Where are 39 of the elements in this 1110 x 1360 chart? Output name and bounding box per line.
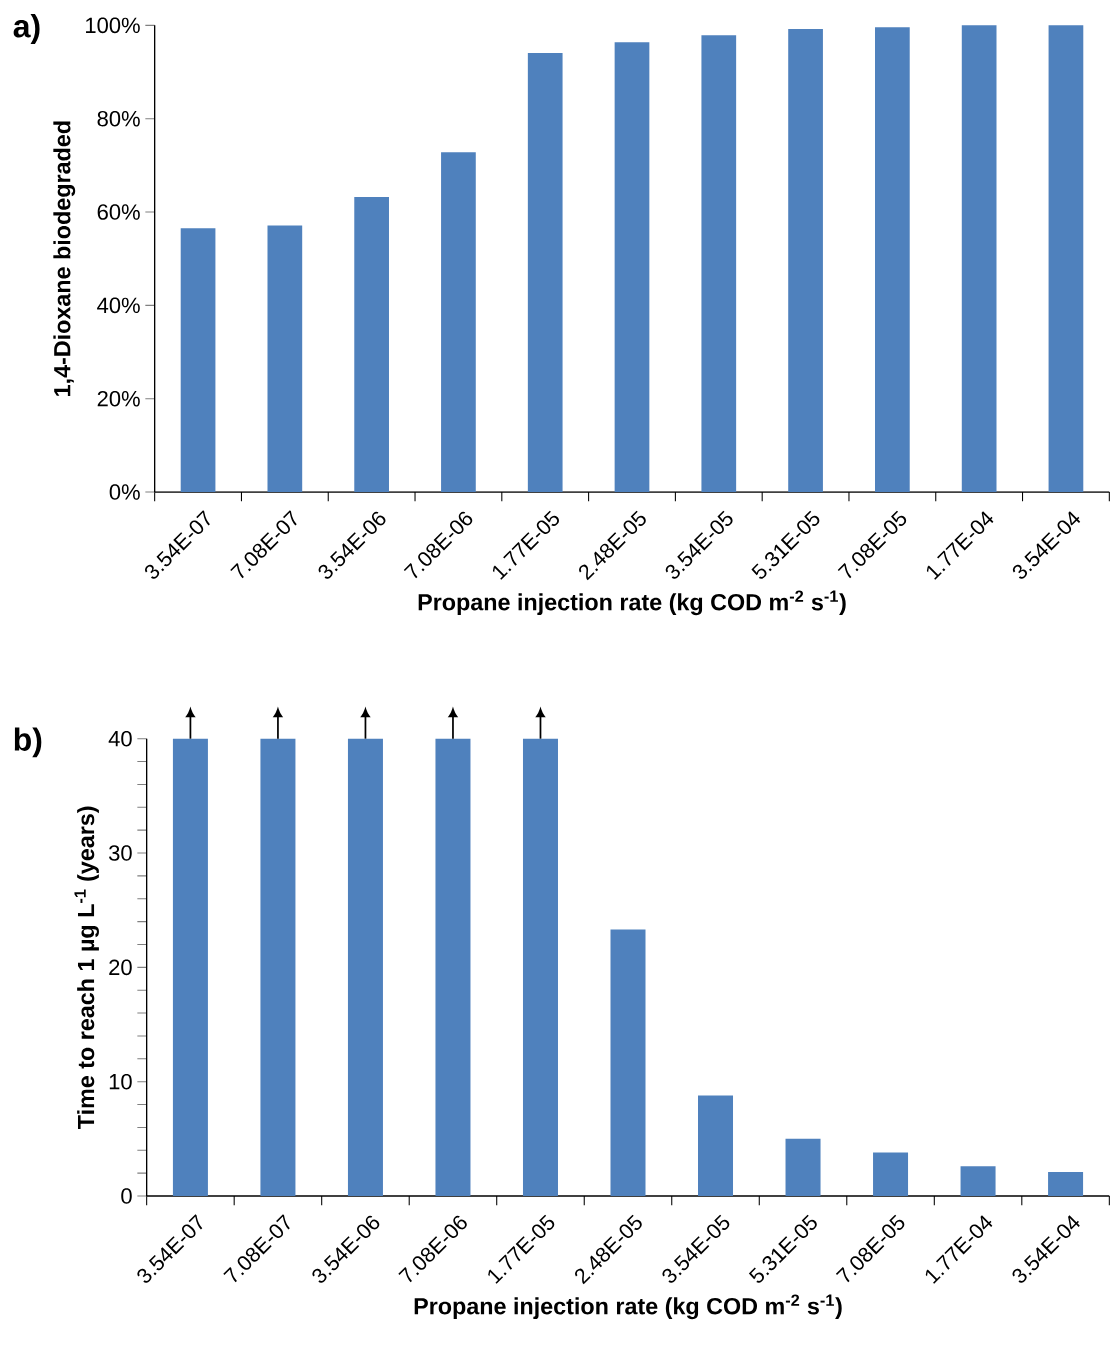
bar: [522, 738, 558, 1197]
bar: [698, 1095, 734, 1197]
y-tick-label: 60%: [97, 204, 140, 220]
y-tick-label: 0: [121, 1188, 132, 1204]
y-tick-label: 40%: [97, 297, 140, 314]
bar: [354, 197, 389, 493]
bar: [785, 1138, 821, 1197]
y-axis-title: Time to reach 1 µg L$^{-1}$ (years): [74, 806, 99, 1130]
y-tick-label: 10: [109, 1073, 132, 1090]
chart-title: b): [14, 727, 42, 758]
bar: [347, 738, 383, 1197]
y-tick-label: 20: [109, 959, 132, 976]
bar: [873, 1152, 909, 1197]
bar: [527, 52, 563, 493]
bar: [1048, 25, 1084, 493]
y-tick-label: 40: [108, 730, 132, 747]
bar: [961, 25, 997, 493]
bar: [960, 1166, 996, 1197]
bar: [701, 35, 737, 493]
bar: [1048, 1172, 1084, 1197]
bar: [610, 929, 646, 1197]
bar: [172, 738, 208, 1197]
bar: [788, 29, 823, 493]
bar: [435, 738, 471, 1197]
bar: [260, 738, 296, 1197]
chart-title: a): [13, 14, 40, 44]
y-tick-label: 80%: [97, 110, 140, 127]
y-tick-label: 0%: [109, 484, 140, 500]
bar: [180, 228, 216, 493]
y-axis-title: 1,4-Dioxane biodegraded: [53, 121, 76, 396]
bar: [614, 42, 650, 493]
x-axis-title: Propane injection rate (kg COD m$^{-2}$ s$^{-1}$): [418, 590, 846, 616]
bar: [875, 27, 910, 493]
bar: [267, 225, 303, 493]
y-tick-label: 20%: [97, 390, 140, 407]
y-tick-label: 30: [108, 845, 132, 861]
y-tick-label: 100%: [86, 17, 140, 34]
bar: [441, 152, 476, 493]
x-axis-title: Propane injection rate (kg COD m$^{-2}$ s$^{-1}$): [414, 1294, 842, 1320]
